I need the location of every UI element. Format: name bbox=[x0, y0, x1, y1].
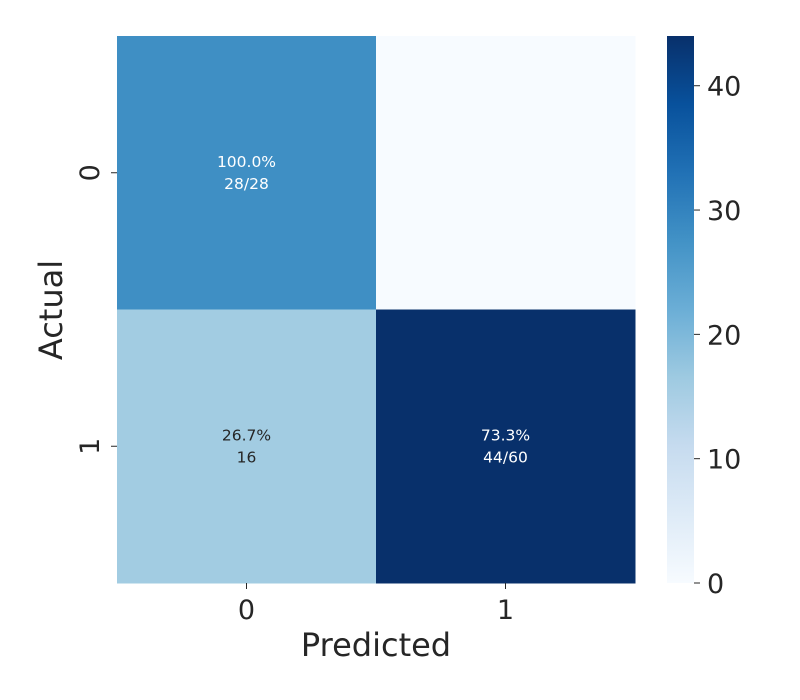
cell-annotation-1-0-line2: 16 bbox=[237, 448, 257, 466]
cell-annotation-1-1-line1: 73.3% bbox=[481, 426, 530, 444]
x-tick-label-1: 1 bbox=[497, 595, 514, 626]
colorbar-tick-label-30: 30 bbox=[707, 196, 741, 227]
x-axis-label: Predicted bbox=[301, 626, 451, 664]
y-tick-label-1: 1 bbox=[75, 438, 106, 455]
y-tick-label-0: 0 bbox=[75, 164, 106, 181]
x-tick-label-0: 0 bbox=[238, 595, 255, 626]
colorbar bbox=[667, 36, 694, 583]
colorbar-tick-label-40: 40 bbox=[707, 72, 741, 103]
colorbar-tick-label-20: 20 bbox=[707, 320, 741, 351]
cell-annotation-0-0-line1: 100.0% bbox=[217, 153, 276, 171]
heatmap-cell-1-0 bbox=[117, 309, 377, 584]
cell-annotation-1-1-line2: 44/60 bbox=[483, 448, 528, 466]
colorbar-tick-label-0: 0 bbox=[707, 569, 724, 600]
colorbar-tick-label-10: 10 bbox=[707, 445, 741, 476]
cell-annotations: 100.0% 28/28 26.7% 16 73.3% 44/60 bbox=[217, 153, 530, 467]
heatmap-cells bbox=[117, 36, 636, 584]
cell-annotation-1-0-line1: 26.7% bbox=[222, 426, 271, 444]
y-axis-label: Actual bbox=[32, 260, 70, 360]
cell-annotation-0-0-line2: 28/28 bbox=[224, 175, 269, 193]
y-axis-ticks: 01 bbox=[75, 164, 117, 455]
heatmap-cell-0-1 bbox=[376, 36, 636, 310]
colorbar-ticks: 0 10 20 30 40 bbox=[694, 72, 741, 600]
heatmap-cell-1-1 bbox=[376, 309, 636, 584]
heatmap-cell-0-0 bbox=[117, 36, 377, 310]
